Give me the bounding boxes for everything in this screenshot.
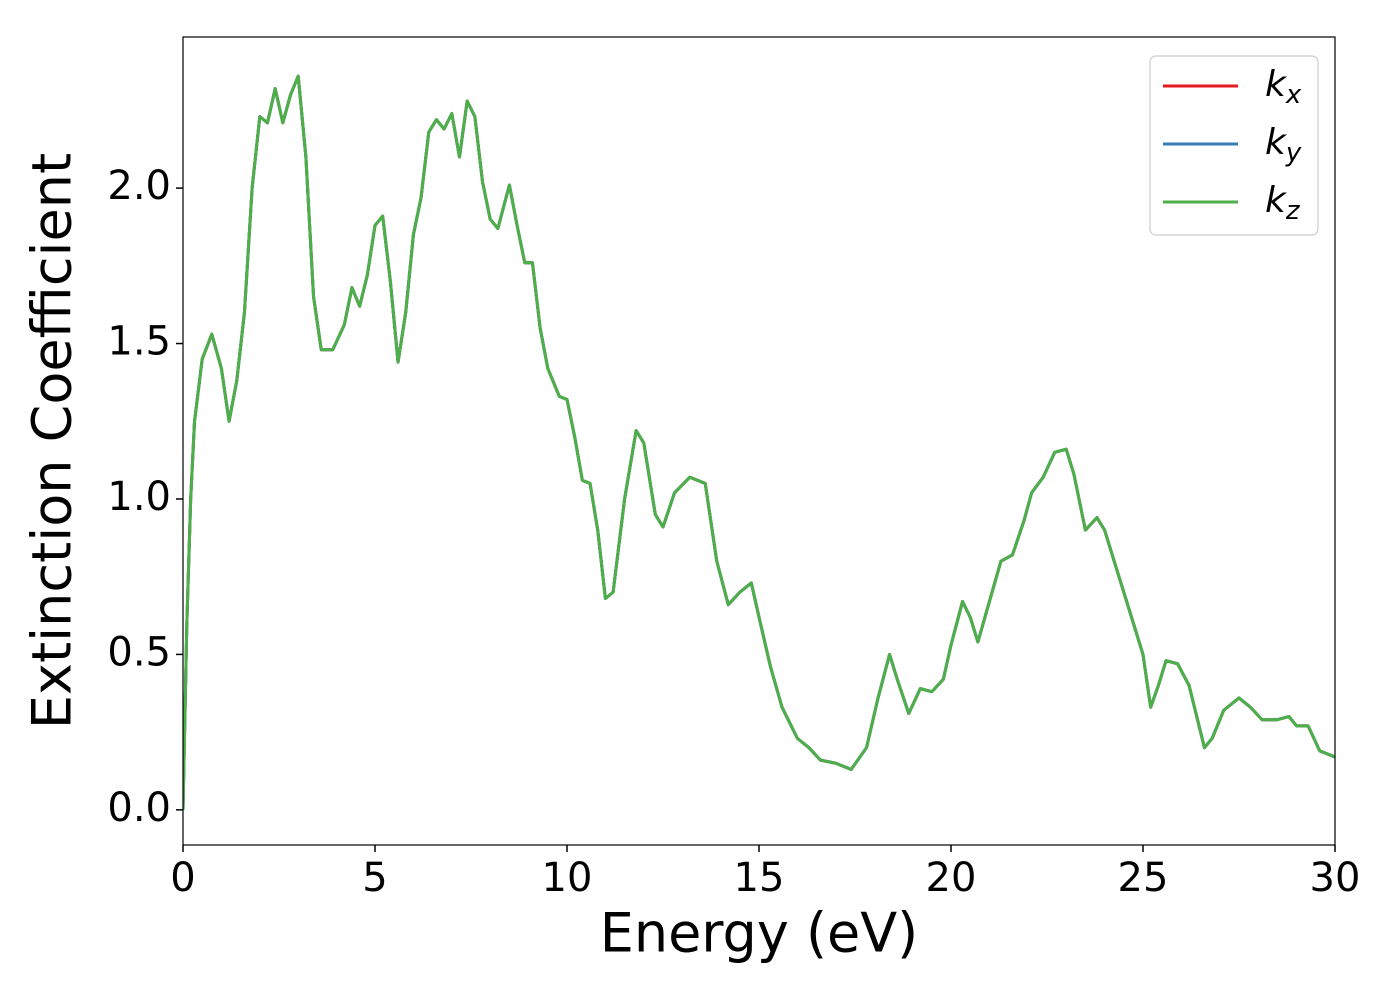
- series-line: [183, 74, 1335, 810]
- x-tick-label: 25: [1118, 855, 1169, 901]
- legend-label: ky: [1265, 122, 1302, 168]
- y-tick-label: 0.5: [107, 629, 171, 675]
- y-tick-label: 1.0: [107, 474, 171, 520]
- plot-frame: [182, 36, 1336, 846]
- y-tick-label: 0.0: [107, 785, 171, 831]
- legend-label: kz: [1265, 180, 1301, 226]
- x-tick-label: 15: [734, 855, 785, 901]
- y-tick-label: 1.5: [107, 319, 171, 365]
- x-tick-label: 5: [362, 855, 387, 901]
- x-tick-label: 10: [542, 855, 593, 901]
- y-axis-label: Extinction Coefficient: [21, 153, 84, 729]
- x-axis-label: Energy (eV): [600, 902, 919, 965]
- y-tick-label: 2.0: [107, 163, 171, 209]
- legend-label: kx: [1265, 64, 1302, 110]
- x-tick-label: 20: [926, 855, 977, 901]
- x-tick-label: 30: [1310, 855, 1361, 901]
- x-tick-label: 0: [170, 855, 195, 901]
